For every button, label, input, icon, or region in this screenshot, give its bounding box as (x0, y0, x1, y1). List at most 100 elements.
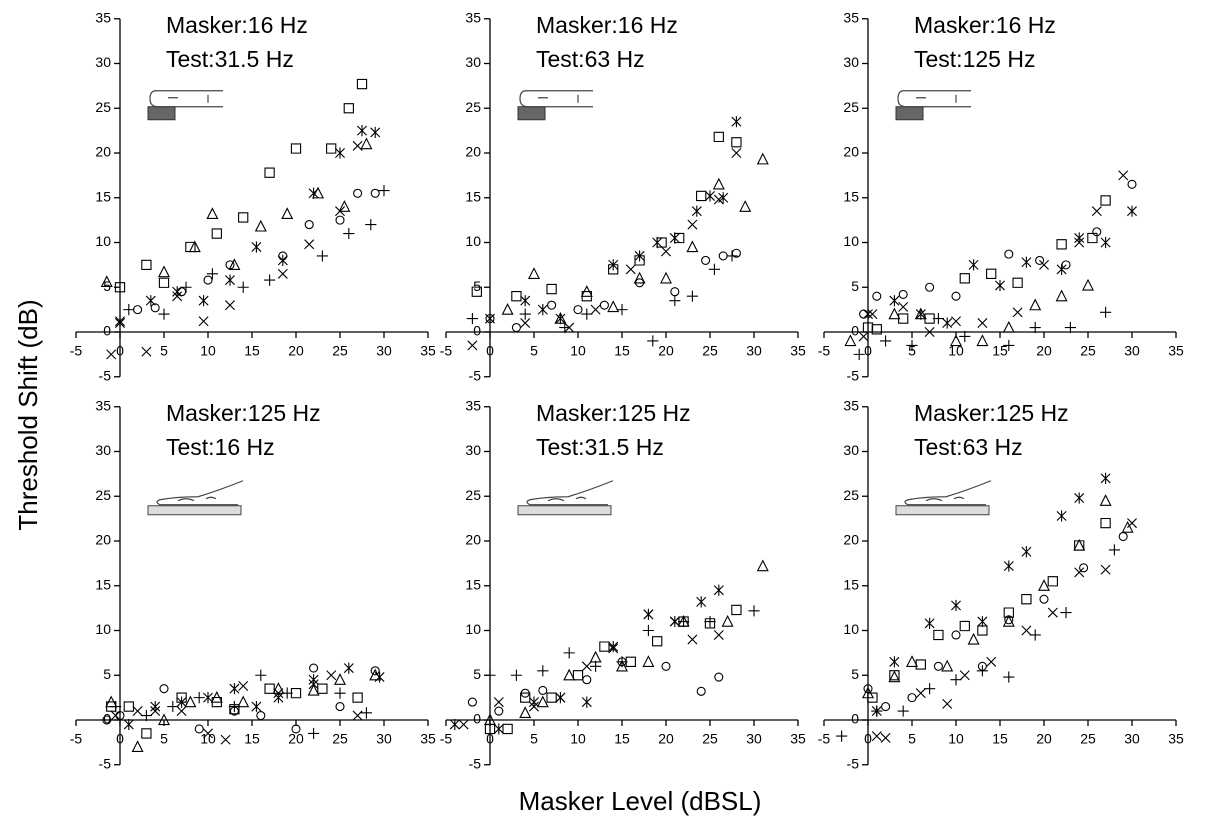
x-tick-label: -5 (70, 731, 83, 747)
data-point (756, 559, 769, 572)
data-point (519, 308, 531, 320)
data-point (1074, 492, 1085, 504)
data-point (467, 340, 478, 351)
y-tick-label: 30 (465, 442, 481, 458)
data-point (356, 78, 368, 90)
data-point (1039, 259, 1049, 270)
y-tick-label: 15 (95, 576, 111, 592)
data-point (132, 706, 143, 717)
data-point (967, 632, 980, 645)
data-point (150, 700, 161, 713)
panel-annotation: Test:31.5 Hz (536, 434, 664, 460)
x-tick-label: 10 (570, 731, 586, 747)
panel-annotation: Masker:125 Hz (166, 400, 321, 426)
y-tick-label: 5 (473, 278, 481, 294)
data-point (141, 728, 152, 739)
x-tick-label: 0 (116, 343, 124, 359)
y-tick-label: 10 (95, 233, 111, 249)
data-point (1056, 510, 1067, 522)
data-point (1082, 278, 1094, 291)
data-point (959, 330, 971, 343)
data-point (360, 707, 372, 719)
data-point (977, 661, 987, 671)
data-point (1055, 289, 1068, 302)
data-point (995, 279, 1005, 292)
data-point (616, 656, 628, 668)
y-tick-label: 0 (851, 323, 859, 339)
y-tick-label: 5 (851, 278, 859, 294)
x-tick-label: 35 (420, 731, 436, 747)
data-point (225, 260, 235, 270)
data-point (114, 282, 126, 293)
data-point (277, 254, 288, 266)
data-point (264, 683, 275, 694)
data-point (290, 143, 302, 154)
y-tick-label: 25 (95, 487, 111, 503)
data-point (198, 316, 209, 327)
x-tick-label: 10 (570, 343, 586, 359)
data-point (281, 207, 294, 220)
data-point (188, 240, 201, 253)
x-tick-label: 0 (486, 343, 494, 359)
data-point (959, 670, 970, 681)
x-tick-label: 25 (1080, 343, 1096, 359)
x-tick-label: 30 (746, 731, 762, 747)
data-point (572, 670, 584, 681)
data-point (888, 670, 901, 683)
x-tick-label: 35 (1168, 343, 1184, 359)
data-point (100, 275, 113, 288)
data-point (167, 700, 179, 713)
data-point (520, 318, 531, 329)
data-point (251, 241, 262, 253)
y-tick-label: 25 (843, 487, 859, 503)
data-point (237, 695, 250, 708)
data-point (1047, 576, 1058, 587)
data-point (307, 683, 320, 696)
data-point (158, 277, 170, 288)
data-point (599, 641, 610, 652)
data-point (123, 304, 135, 316)
data-point (1038, 579, 1050, 591)
data-point (203, 275, 213, 285)
y-tick-label: 10 (843, 621, 859, 637)
y-tick-label: -5 (847, 755, 860, 771)
x-tick-label: 30 (376, 343, 392, 359)
data-point (1004, 249, 1014, 259)
data-point (281, 687, 293, 699)
data-point (256, 710, 266, 721)
x-tick-label: 25 (702, 343, 718, 359)
data-point (229, 704, 240, 715)
data-point (484, 713, 496, 726)
data-point (546, 692, 557, 703)
data-point (977, 318, 988, 329)
data-point (228, 258, 241, 271)
data-point (608, 259, 619, 271)
data-point (326, 143, 337, 154)
data-point (102, 715, 112, 725)
data-point (581, 661, 592, 672)
data-point (713, 584, 724, 596)
data-point (123, 701, 134, 712)
x-tick-label: 5 (160, 343, 168, 359)
data-point (304, 239, 315, 250)
data-point (871, 731, 882, 742)
data-point (862, 686, 874, 699)
finger-icon (149, 90, 223, 108)
data-point (1002, 320, 1015, 333)
data-point (529, 696, 539, 708)
data-point (581, 308, 593, 320)
data-point (502, 723, 513, 735)
data-point (211, 696, 222, 708)
y-tick-label: -5 (847, 367, 860, 383)
data-point (863, 308, 873, 320)
data-point (704, 615, 716, 628)
data-point (1012, 307, 1023, 318)
y-tick-label: 10 (95, 621, 111, 637)
data-point (872, 291, 882, 301)
data-point (942, 698, 953, 709)
contactor (147, 106, 176, 121)
x-tick-label: 0 (864, 731, 872, 747)
y-tick-label: 35 (95, 397, 111, 413)
